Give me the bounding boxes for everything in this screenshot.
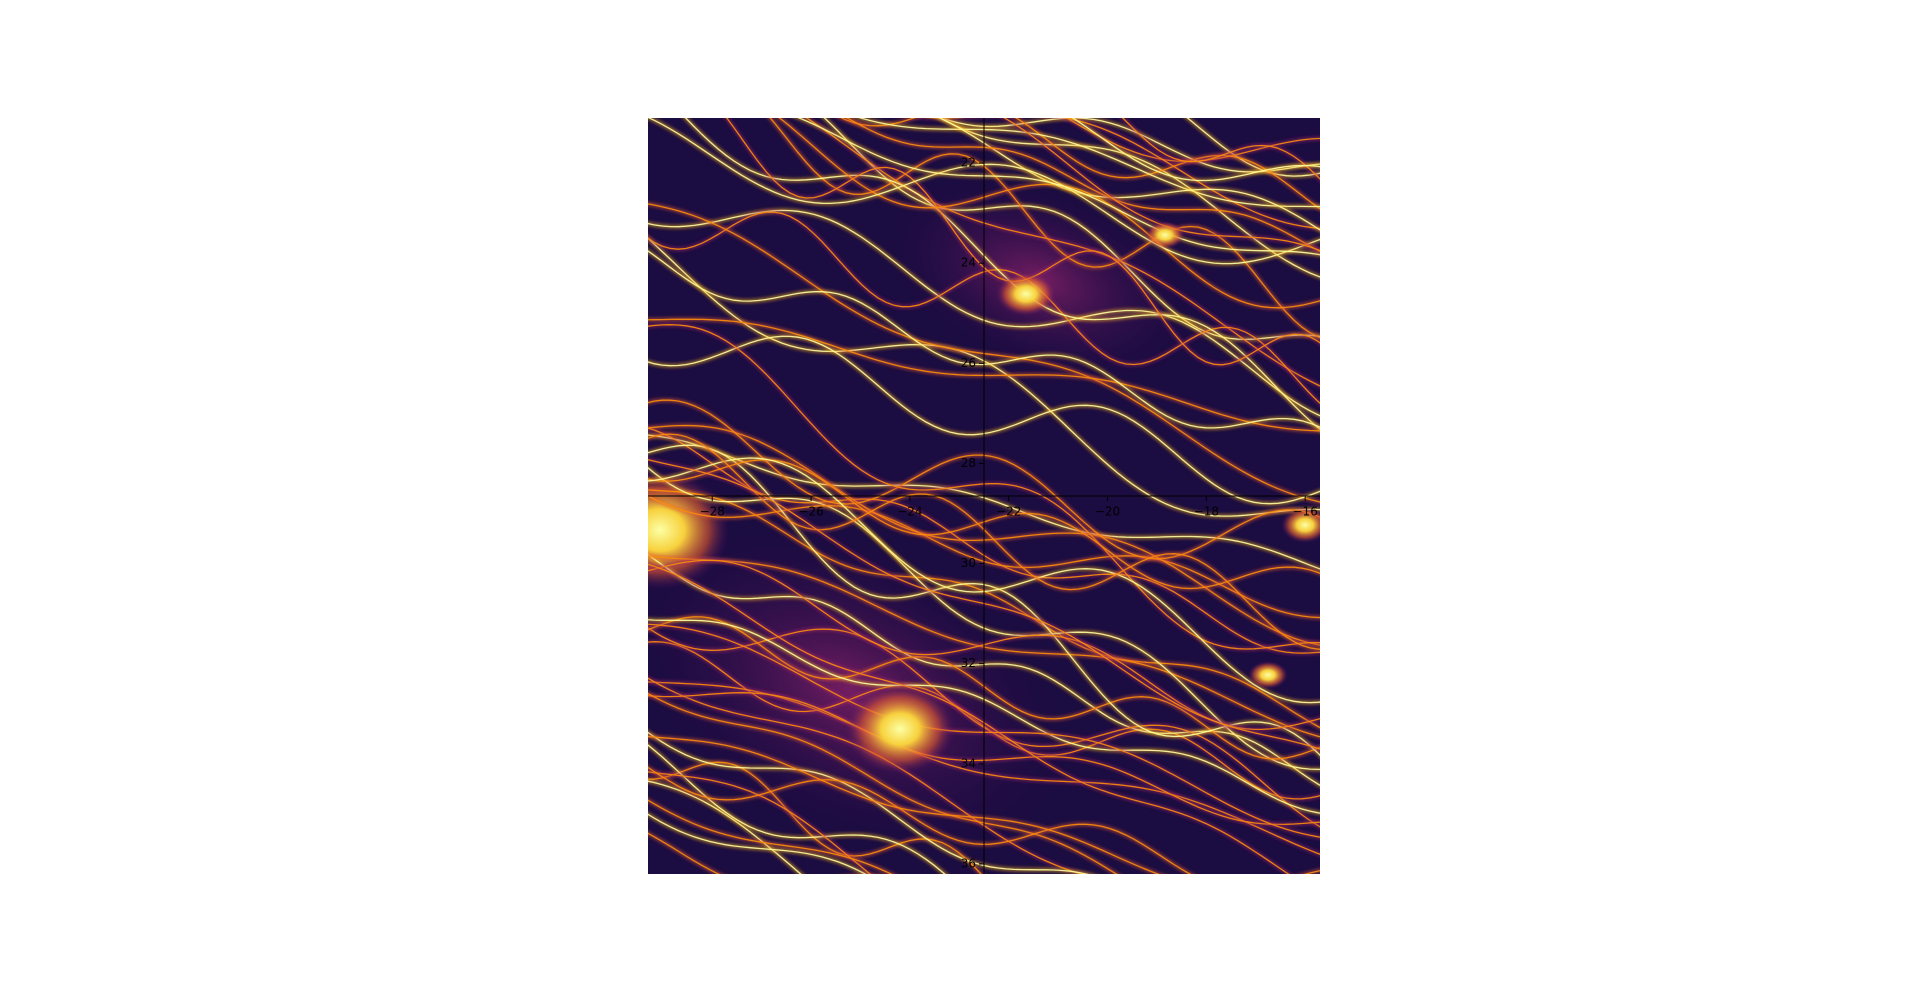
heatmap-streak [648, 623, 1320, 838]
x-tick-label: −20 [1095, 505, 1120, 519]
heatmap-streak-glow [638, 904, 1326, 983]
heatmap-streak [648, 627, 1320, 828]
heatmap-blob [1281, 507, 1320, 543]
heatmap-streak [648, 324, 1320, 650]
heatmap-streak [648, 457, 1320, 704]
heatmap-streak [1003, 118, 1320, 252]
heatmap-streak [823, 118, 1320, 341]
axes: −28 −26 −24 −22 −20 −18 −16 22 24 26 28 30 32 34 36 [648, 118, 1320, 874]
heatmap-streak [858, 118, 1320, 208]
heatmap-blob [1248, 661, 1288, 689]
heatmap-streak [845, 118, 1320, 253]
heatmap-streak [725, 118, 1320, 366]
heatmap-streak [648, 203, 1320, 503]
heatmap-streak [648, 692, 1320, 826]
heatmap-streak [648, 444, 1320, 757]
heatmap-streak [648, 459, 1320, 590]
heatmap-streak [648, 434, 1320, 570]
heatmap-streak-glow [638, 977, 1326, 983]
heatmap-streak [648, 735, 1160, 874]
x-tick-label: −28 [700, 505, 725, 519]
y-tick-label: 32 [961, 656, 976, 670]
heatmap-streak [778, 118, 1320, 309]
heatmap-streak [638, 881, 1326, 983]
heatmap-streak [648, 761, 982, 874]
heatmap-streak [648, 237, 1320, 517]
heatmap-streak [648, 424, 1320, 646]
heatmap-streak [648, 813, 867, 874]
heatmap-streak [648, 495, 1320, 619]
heatmap-streak [638, 977, 1326, 983]
heatmap-streak [648, 563, 1290, 874]
y-tick-label: 22 [961, 156, 976, 170]
heatmap-streak [648, 467, 1320, 771]
heatmap-streak [648, 318, 1320, 432]
heatmap-streak [1071, 118, 1320, 182]
heatmap-streak [940, 118, 1320, 173]
heatmap-streak [648, 619, 1320, 814]
heatmap-streak [638, 905, 1326, 983]
y-tick-label: 36 [961, 856, 976, 870]
heatmap-streak [648, 780, 802, 874]
heatmap-streak [638, 976, 1326, 983]
heatmap-streak [638, 914, 1326, 983]
heatmap-streak-glow [638, 976, 1326, 983]
heatmap-streak [648, 335, 1320, 505]
heatmap-blob [1145, 221, 1185, 249]
y-tick-label: 30 [961, 556, 976, 570]
heatmap-streak [648, 692, 1118, 874]
heatmap-image [638, 118, 1326, 983]
heatmap-blob [648, 470, 730, 590]
x-tick-label: −18 [1194, 505, 1219, 519]
heatmap-streak [648, 731, 1089, 874]
x-tick-label: −26 [798, 505, 823, 519]
heatmap-streak [638, 904, 1326, 983]
y-tick-label: 28 [961, 456, 976, 470]
heatmap-streak-glow [638, 914, 1326, 983]
heatmap-streak [648, 771, 871, 874]
heatmap-streak [805, 118, 1320, 387]
heatmap-blob [845, 684, 955, 774]
heatmap-streak [648, 250, 1320, 429]
heatmap-streak [938, 118, 1320, 231]
heatmap-streak [648, 681, 1320, 855]
heatmap-streak [684, 118, 1320, 431]
y-tick-label: 34 [961, 756, 976, 770]
heatmap-streak-glow [638, 881, 1326, 983]
heatmap-streak [797, 118, 1320, 256]
x-tick-label: −16 [1293, 505, 1318, 519]
heatmap-streak [648, 399, 1320, 560]
y-tick-label: 26 [961, 356, 976, 370]
x-tick-label: −22 [996, 505, 1021, 519]
heatmap-blob [996, 272, 1056, 316]
heatmap-streak [840, 118, 1320, 210]
y-tick-label: 24 [961, 256, 976, 270]
heatmap-streak [648, 118, 1320, 265]
heatmap-streak [648, 766, 1320, 874]
heatmap-streak [1121, 118, 1320, 180]
heatmap-streak [1186, 118, 1320, 177]
heatmap-streak-glow [638, 905, 1326, 983]
x-tick-label: −24 [897, 505, 922, 519]
heatmap-streak [648, 799, 893, 874]
heatmap-streak [648, 744, 946, 874]
heatmap-streak [939, 118, 1320, 278]
heatmap-streak [648, 459, 1320, 750]
